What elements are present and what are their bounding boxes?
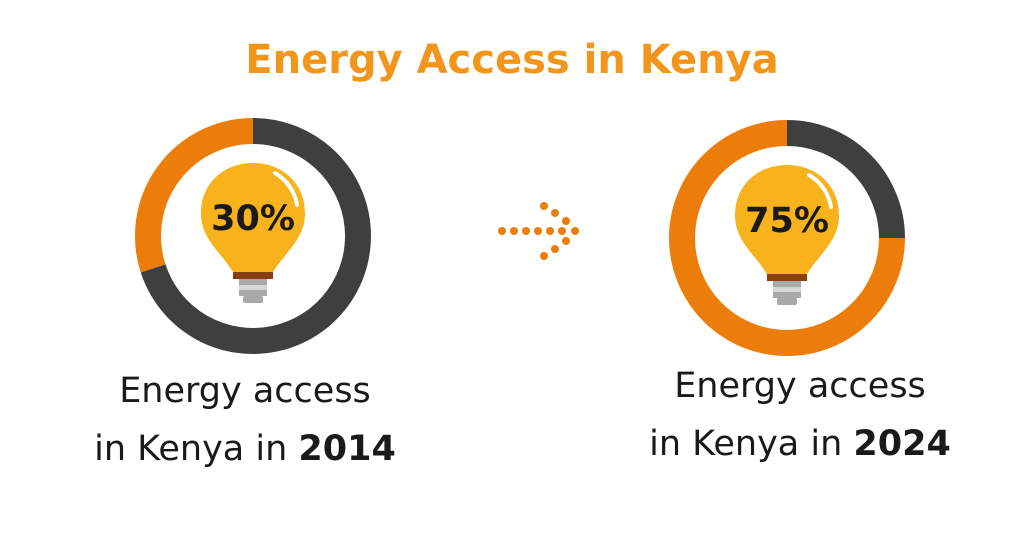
caption-line2: in Kenya in 2014 bbox=[55, 420, 435, 478]
caption-2014: Energy access in Kenya in 2014 bbox=[55, 362, 435, 478]
donut-chart-2014: 30% bbox=[135, 118, 371, 354]
percentage-label: 30% bbox=[211, 199, 295, 239]
page-title: Energy Access in Kenya bbox=[245, 37, 779, 83]
caption-text: in Kenya in bbox=[649, 424, 854, 464]
donut-chart-2024: 75% bbox=[669, 120, 905, 356]
donut-segment-access bbox=[135, 118, 254, 273]
donut-segment-remainder bbox=[786, 120, 905, 239]
lightbulb-icon bbox=[735, 165, 839, 305]
percentage-label: 75% bbox=[745, 201, 829, 241]
dotted-arrow-right-icon bbox=[498, 202, 579, 260]
caption-2024: Energy access in Kenya in 2024 bbox=[610, 357, 990, 473]
donut-segment-remainder bbox=[140, 118, 371, 354]
caption-year: 2014 bbox=[298, 429, 396, 469]
donut-segment-access bbox=[669, 120, 905, 356]
caption-line1: Energy access bbox=[119, 371, 371, 411]
caption-year: 2024 bbox=[853, 424, 951, 464]
lightbulb-icon bbox=[201, 163, 305, 303]
caption-text: in Kenya in bbox=[94, 429, 299, 469]
caption-line2: in Kenya in 2024 bbox=[610, 415, 990, 473]
caption-line1: Energy access bbox=[674, 366, 926, 406]
